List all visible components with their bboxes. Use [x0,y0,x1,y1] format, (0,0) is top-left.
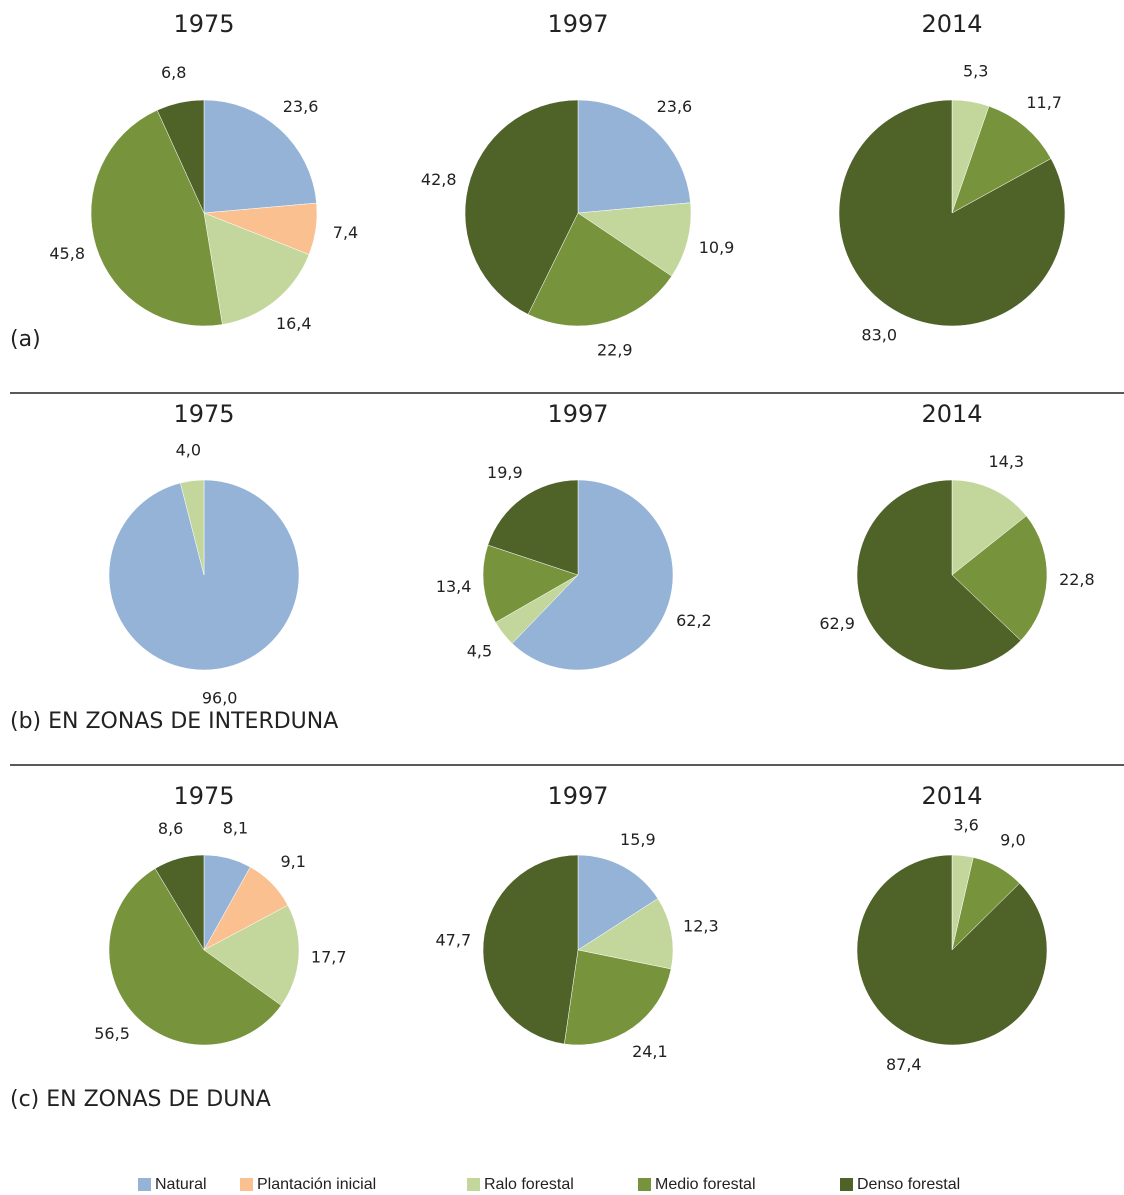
value-label: 15,9 [620,830,656,849]
panel-label: (b) EN ZONAS DE INTERDUNA [10,709,338,734]
pie-slice [527,212,673,327]
pie-slice [482,544,579,623]
pie-title: 1975 [173,400,234,428]
value-label: 16,4 [276,314,312,333]
pie-slice [951,515,1048,641]
pie-slice [180,479,205,576]
pie-slice [90,109,223,327]
value-label: 22,8 [1059,570,1095,589]
pie-slice [577,854,659,951]
pie-slice [203,212,310,325]
legend-swatch [240,1178,253,1191]
value-label: 17,7 [311,948,347,967]
legend-swatch [840,1178,853,1191]
pie-slice [154,854,205,951]
value-label: 62,2 [676,611,712,630]
pie-slice [577,202,692,277]
value-label: 87,4 [886,1055,922,1074]
legend-swatch [467,1178,480,1191]
value-label: 4,5 [467,641,492,660]
value-label: 45,8 [49,244,85,263]
value-label: 22,9 [597,341,633,360]
value-label: 4,0 [176,440,201,459]
pie-slice [838,99,1066,327]
value-label: 14,3 [988,452,1024,471]
value-label: 19,9 [487,463,523,482]
pie-slice [564,949,672,1046]
pie-slice [464,99,579,315]
pie-title: 1997 [547,400,608,428]
value-label: 3,6 [953,815,978,834]
pie-title: 1997 [547,782,608,810]
legend-label: Ralo forestal [484,1176,574,1193]
pie-title: 1975 [173,782,234,810]
value-label: 6,8 [161,63,186,82]
legend-label: Medio forestal [655,1176,756,1193]
value-label: 12,3 [683,916,719,935]
legend-swatch [638,1178,651,1191]
pie-slice [856,854,1048,1046]
value-label: 10,9 [699,238,735,257]
pie-slice [511,479,674,671]
pie-slice [203,99,317,214]
value-label: 83,0 [861,326,897,345]
value-label: 56,5 [94,1024,130,1043]
pie-slice [203,904,300,1006]
pie-slice [577,99,691,214]
value-label: 5,3 [963,61,988,80]
pie-slice [108,868,282,1046]
value-label: 9,0 [1000,830,1025,849]
pie-slice [156,99,205,214]
pie-slice [856,479,1022,671]
pie-title: 1997 [547,10,608,38]
value-label: 23,6 [283,97,319,116]
value-label: 24,1 [632,1042,668,1061]
pie-slice [577,898,674,970]
pie-slice [482,854,579,1045]
value-label: 42,8 [421,170,457,189]
legend-swatch [138,1178,151,1191]
legend-label: Natural [155,1176,207,1193]
value-label: 62,9 [819,614,855,633]
panel-label: (c) EN ZONAS DE DUNA [10,1087,271,1112]
pie-title: 1975 [173,10,234,38]
pie-title: 2014 [921,10,982,38]
pie-title: 2014 [921,782,982,810]
value-label: 9,1 [280,852,305,871]
value-label: 23,6 [657,97,693,116]
pie-slice [487,479,579,576]
pie-slice [951,479,1027,576]
value-label: 8,1 [223,819,248,838]
pie-title: 2014 [921,400,982,428]
value-label: 11,7 [1026,93,1062,112]
legend-label: Denso forestal [857,1176,960,1193]
panel-label: (a) [10,327,41,352]
value-label: 96,0 [202,689,238,708]
pie-slice [951,105,1052,214]
value-label: 13,4 [436,577,472,596]
legend-label: Plantación inicial [257,1176,376,1193]
value-label: 47,7 [436,930,472,949]
value-label: 7,4 [333,223,358,242]
value-label: 8,6 [158,819,183,838]
